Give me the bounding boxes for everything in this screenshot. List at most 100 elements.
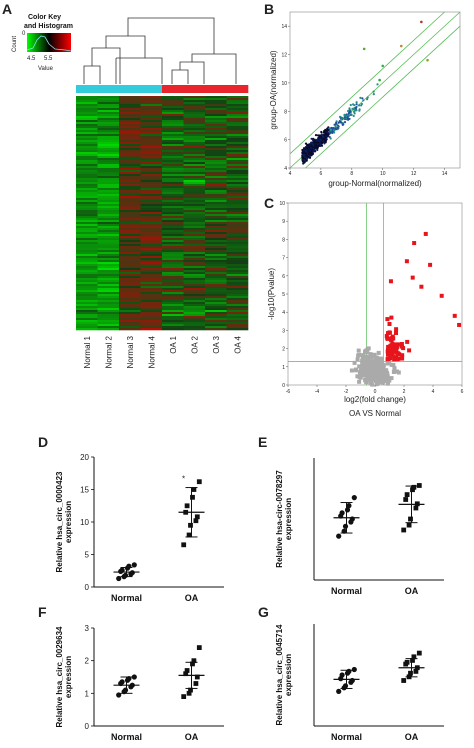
scatter-point bbox=[314, 134, 318, 137]
scatter-point bbox=[316, 145, 319, 148]
heatmap-cell bbox=[183, 126, 206, 129]
heatmap-cell bbox=[205, 124, 227, 127]
category-label: OA bbox=[185, 593, 199, 603]
y-axis-label: Relative hsa_circ_0000423 bbox=[55, 471, 64, 573]
data-point-normal bbox=[122, 687, 129, 693]
volcano-point-sig bbox=[396, 342, 400, 347]
heatmap-cell bbox=[226, 234, 249, 237]
heatmap-cell bbox=[97, 146, 120, 149]
heatmap-cell bbox=[226, 314, 249, 317]
heatmap-cell bbox=[140, 106, 163, 109]
panel-label-b: B bbox=[264, 1, 274, 17]
heatmap-cell bbox=[183, 272, 206, 275]
heatmap-cell bbox=[183, 312, 206, 315]
color-key-count-label: Count bbox=[12, 36, 18, 52]
y-axis-label-2: expression bbox=[64, 501, 73, 543]
heatmap-column-label: Normal 1 bbox=[83, 335, 92, 368]
heatmap-cell bbox=[97, 300, 120, 303]
heatmap-cell bbox=[97, 252, 120, 255]
heatmap-cell bbox=[140, 170, 163, 173]
heatmap-cell bbox=[162, 308, 184, 311]
scatter-point bbox=[358, 104, 361, 107]
heatmap-cell bbox=[183, 168, 206, 171]
panel-label-a: A bbox=[2, 1, 12, 17]
heatmap-cell bbox=[97, 116, 120, 119]
volcano-point-sig bbox=[457, 322, 462, 327]
heatmap-cell bbox=[76, 102, 98, 105]
heatmap-cell bbox=[119, 110, 141, 113]
panel-label-c: C bbox=[264, 195, 274, 211]
scatter-point bbox=[366, 96, 369, 99]
y-tick-label: 1 bbox=[282, 365, 285, 371]
volcano-point-sig bbox=[388, 344, 393, 349]
heatmap-cell bbox=[97, 310, 120, 313]
heatmap-cell bbox=[97, 138, 120, 141]
heatmap-cell bbox=[183, 210, 206, 213]
heatmap-cell bbox=[162, 202, 184, 205]
y-tick-label: 6 bbox=[284, 138, 287, 144]
x-tick-label: 4 bbox=[432, 389, 435, 395]
heatmap-cell bbox=[226, 168, 249, 171]
heatmap-cell bbox=[226, 170, 249, 173]
heatmap-cell bbox=[226, 146, 249, 149]
heatmap-cell bbox=[97, 268, 120, 271]
heatmap-cell bbox=[205, 174, 227, 177]
scatter-point bbox=[353, 104, 356, 107]
heatmap-cell bbox=[226, 244, 249, 247]
heatmap-cell bbox=[119, 298, 141, 301]
heatmap-cell bbox=[205, 194, 227, 197]
heatmap-cell bbox=[76, 242, 98, 245]
data-point-oa bbox=[184, 503, 190, 509]
data-point-oa bbox=[190, 661, 195, 667]
heatmap-cell bbox=[226, 258, 249, 261]
heatmap-cell bbox=[226, 312, 249, 315]
scatter-point bbox=[305, 157, 308, 160]
heatmap-cell bbox=[226, 280, 249, 283]
data-point-oa bbox=[194, 514, 200, 520]
heatmap-cell bbox=[76, 200, 98, 203]
heatmap-cell bbox=[162, 134, 184, 137]
heatmap-cell bbox=[97, 202, 120, 205]
heatmap-cell bbox=[205, 154, 227, 157]
heatmap-cell bbox=[205, 200, 227, 203]
heatmap-cell bbox=[140, 192, 163, 195]
heatmap-cell bbox=[183, 292, 206, 295]
scatter-point bbox=[366, 98, 369, 101]
heatmap-cell bbox=[162, 290, 184, 293]
scatter-point bbox=[317, 141, 320, 144]
heatmap-cell bbox=[226, 174, 249, 177]
heatmap-cell bbox=[97, 164, 120, 167]
heatmap-cell bbox=[97, 154, 120, 157]
scatter-point bbox=[329, 137, 332, 140]
data-point-oa bbox=[190, 494, 195, 500]
heatmap-cell bbox=[226, 296, 249, 299]
heatmap-cell bbox=[183, 220, 206, 223]
heatmap-cell bbox=[205, 114, 227, 117]
heatmap-cell bbox=[205, 258, 227, 261]
heatmap-cell bbox=[76, 130, 98, 133]
heatmap-cell bbox=[97, 288, 120, 291]
heatmap-cell bbox=[162, 286, 184, 289]
heatmap-cell bbox=[140, 296, 163, 299]
heatmap-cell bbox=[162, 158, 184, 161]
scatter-point bbox=[313, 138, 316, 141]
heatmap-cell bbox=[183, 144, 206, 147]
data-point-oa bbox=[184, 668, 190, 673]
y-tick-label: 5 bbox=[282, 292, 285, 298]
x-tick-label: 2 bbox=[403, 389, 406, 395]
heatmap-cell bbox=[140, 250, 163, 253]
heatmap-cell bbox=[183, 246, 206, 249]
heatmap-cell bbox=[205, 162, 227, 165]
heatmap-cell bbox=[97, 272, 120, 275]
scatter-point bbox=[323, 134, 326, 137]
heatmap-cell bbox=[76, 164, 98, 167]
heatmap-cell bbox=[119, 252, 141, 255]
heatmap-cell bbox=[140, 152, 163, 155]
heatmap-cell bbox=[140, 272, 163, 275]
heatmap-cell bbox=[183, 254, 206, 257]
heatmap-cell bbox=[76, 310, 98, 313]
heatmap-cell bbox=[226, 316, 249, 319]
heatmap-cell bbox=[76, 114, 98, 117]
heatmap-cell bbox=[226, 164, 249, 167]
volcano-point-ns bbox=[366, 377, 371, 382]
